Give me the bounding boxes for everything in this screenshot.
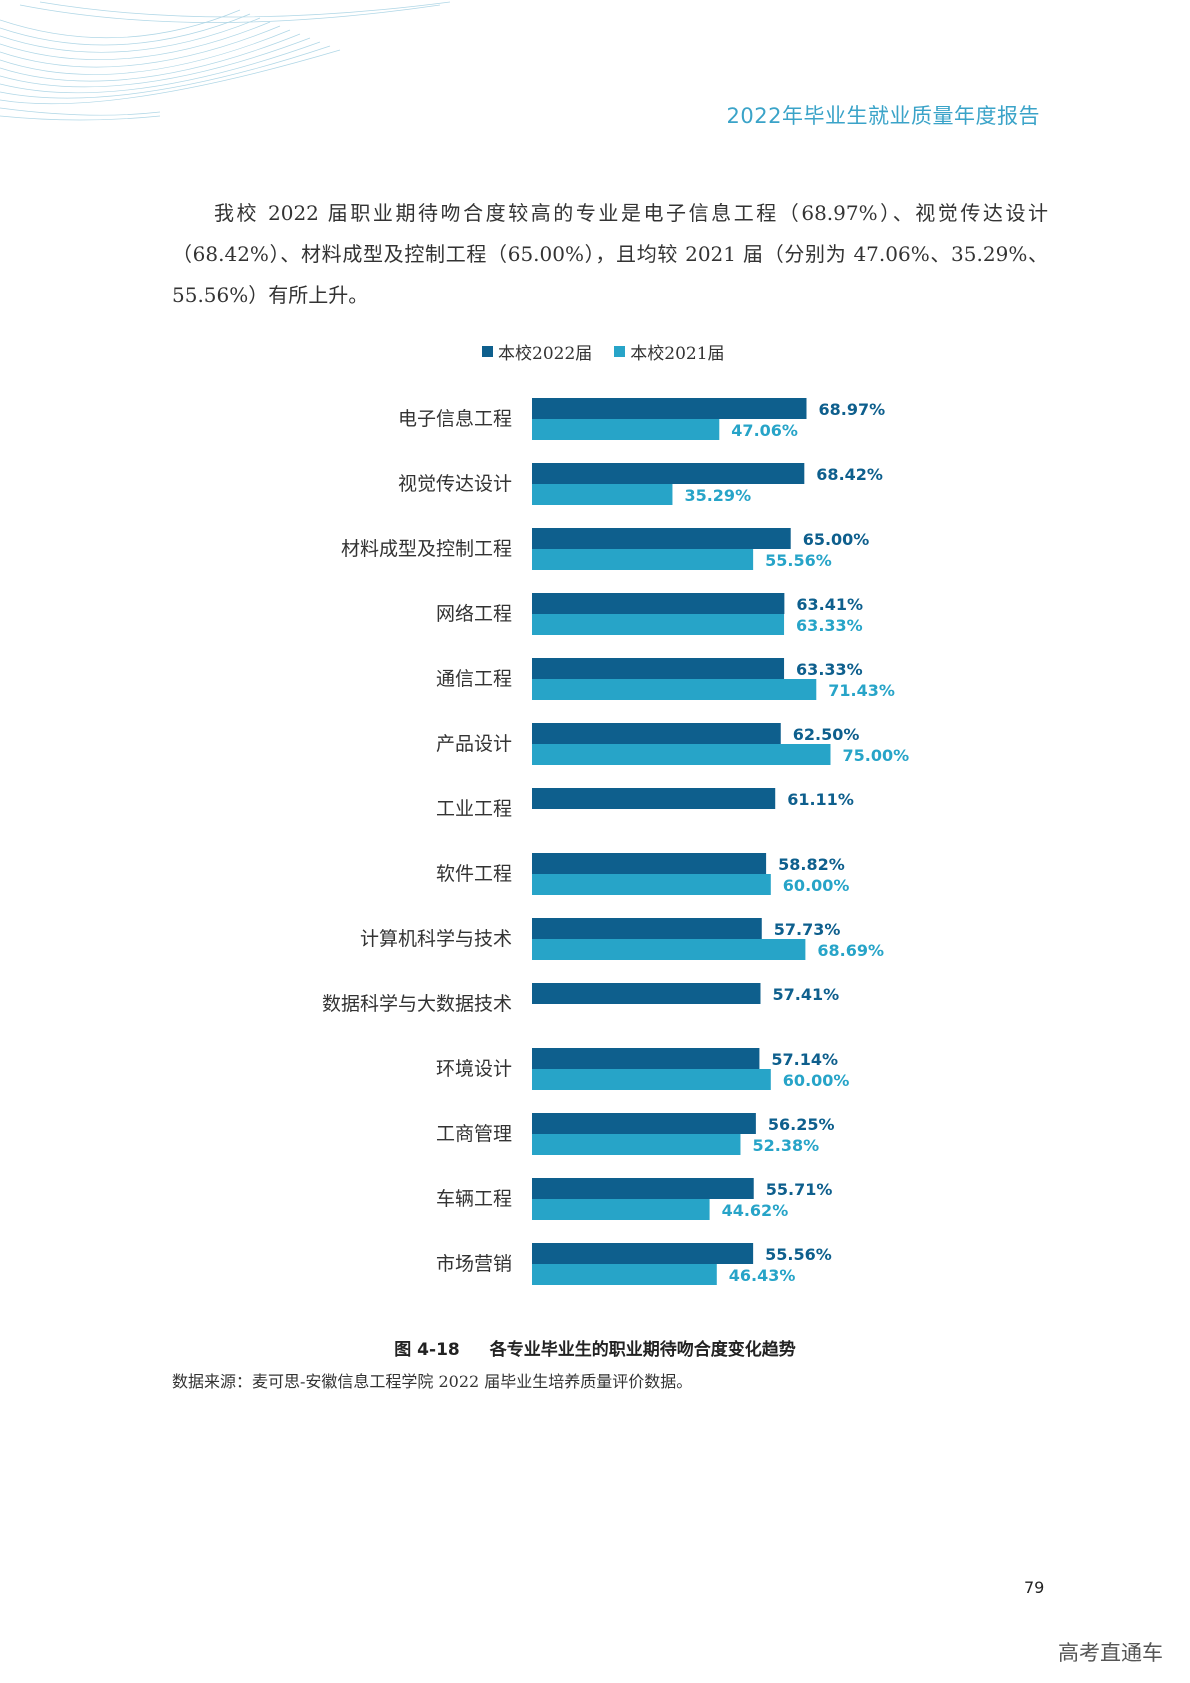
watermark-text: 高考直通车: [1058, 1641, 1163, 1665]
value-label-2022: 68.97%: [819, 400, 886, 419]
value-label-2021: 71.43%: [828, 681, 895, 700]
bar-2021: [532, 549, 754, 570]
value-label-2022: 58.82%: [778, 855, 845, 874]
intro-paragraph: 我校 2022 届职业期待吻合度较高的专业是电子信息工程（68.97%）、视觉传…: [172, 193, 1048, 316]
category-label: 数据科学与大数据技术: [322, 993, 512, 1015]
bar-2022: [532, 853, 767, 874]
bar-2021: [532, 874, 771, 895]
category-label: 计算机科学与技术: [360, 928, 512, 950]
category-label: 电子信息工程: [398, 408, 512, 430]
value-label-2022: 68.42%: [816, 465, 883, 484]
value-label-2022: 61.11%: [787, 790, 854, 809]
value-label-2021: 68.69%: [817, 941, 884, 960]
bar-2022: [532, 1178, 754, 1199]
value-label-2022: 57.14%: [771, 1050, 838, 1069]
bar-2022: [532, 983, 761, 1004]
legend-item-2021: 本校2021届: [614, 339, 725, 364]
value-label-2021: 46.43%: [729, 1266, 796, 1285]
figure-title: 各专业毕业生的职业期待吻合度变化趋势: [489, 1340, 796, 1360]
value-label-2021: 60.00%: [783, 876, 850, 895]
category-label: 视觉传达设计: [398, 473, 512, 495]
bar-2021: [532, 1199, 710, 1220]
category-label: 网络工程: [436, 603, 512, 625]
legend-label-2021: 本校2021届: [630, 344, 725, 364]
header-wave-decoration: [0, 1, 451, 121]
value-label-2021: 44.62%: [722, 1201, 789, 1220]
value-label-2022: 62.50%: [793, 725, 860, 744]
bar-2022: [532, 528, 791, 549]
bar-2021: [532, 484, 673, 505]
value-label-2022: 63.41%: [796, 595, 863, 614]
bar-chart: 电子信息工程 68.97% 47.06% 视觉传达设计 68.42% 35.29% 材料成型…: [322, 398, 910, 1285]
bar-2022: [532, 593, 785, 614]
value-label-2021: 35.29%: [684, 486, 751, 505]
bar-2021: [532, 614, 785, 635]
bar-2021: [532, 744, 831, 765]
category-label: 车辆工程: [436, 1188, 512, 1210]
bar-2022: [532, 463, 805, 484]
category-label: 工业工程: [436, 798, 512, 820]
legend-swatch-2022: [482, 346, 493, 357]
legend-label-2022: 本校2022届: [498, 344, 593, 364]
value-label-2021: 63.33%: [796, 616, 863, 635]
bar-2022: [532, 788, 776, 809]
figure-number: 图 4-18: [394, 1340, 460, 1360]
bar-2022: [532, 918, 762, 939]
bar-2021: [532, 939, 806, 960]
chart-legend: 本校2022届 本校2021届: [482, 339, 725, 364]
bar-2021: [532, 1069, 771, 1090]
category-label: 市场营销: [436, 1253, 512, 1275]
data-source-note: 数据来源：麦可思-安徽信息工程学院 2022 届毕业生培养质量评价数据。: [172, 1372, 693, 1391]
bar-2022: [532, 723, 781, 744]
bar-2021: [532, 419, 720, 440]
bar-2021: [532, 1264, 717, 1285]
legend-item-2022: 本校2022届: [482, 339, 592, 364]
bar-2022: [532, 1243, 754, 1264]
value-label-2021: 52.38%: [752, 1136, 819, 1155]
value-label-2022: 57.41%: [772, 985, 839, 1004]
value-label-2022: 56.25%: [768, 1115, 835, 1134]
category-label: 工商管理: [436, 1123, 512, 1145]
value-label-2021: 60.00%: [783, 1071, 850, 1090]
bar-2022: [532, 658, 785, 679]
value-label-2022: 55.71%: [766, 1180, 833, 1199]
bar-2022: [532, 1113, 756, 1134]
category-label: 环境设计: [436, 1058, 512, 1080]
value-label-2021: 55.56%: [765, 551, 832, 570]
value-label-2022: 65.00%: [803, 530, 870, 549]
bar-2021: [532, 1134, 741, 1155]
figure-caption: 图 4-18 各专业毕业生的职业期待吻合度变化趋势: [0, 1335, 1190, 1360]
category-label: 软件工程: [436, 863, 512, 885]
bar-2021: [532, 679, 817, 700]
bar-2022: [532, 1048, 760, 1069]
value-label-2022: 63.33%: [796, 660, 863, 679]
category-label: 材料成型及控制工程: [341, 538, 512, 560]
paragraph-text: 我校 2022 届职业期待吻合度较高的专业是电子信息工程（68.97%）、视觉传…: [172, 201, 1048, 307]
value-label-2021: 75.00%: [843, 746, 910, 765]
category-label: 产品设计: [436, 733, 512, 755]
value-label-2022: 57.73%: [774, 920, 841, 939]
value-label-2021: 47.06%: [731, 421, 798, 440]
value-label-2022: 55.56%: [765, 1245, 832, 1264]
category-label: 通信工程: [436, 668, 512, 690]
report-header-title: 2022年毕业生就业质量年度报告: [726, 104, 1040, 128]
bar-2022: [532, 398, 807, 419]
legend-swatch-2021: [614, 346, 626, 357]
page-number: 79: [1024, 1578, 1045, 1597]
